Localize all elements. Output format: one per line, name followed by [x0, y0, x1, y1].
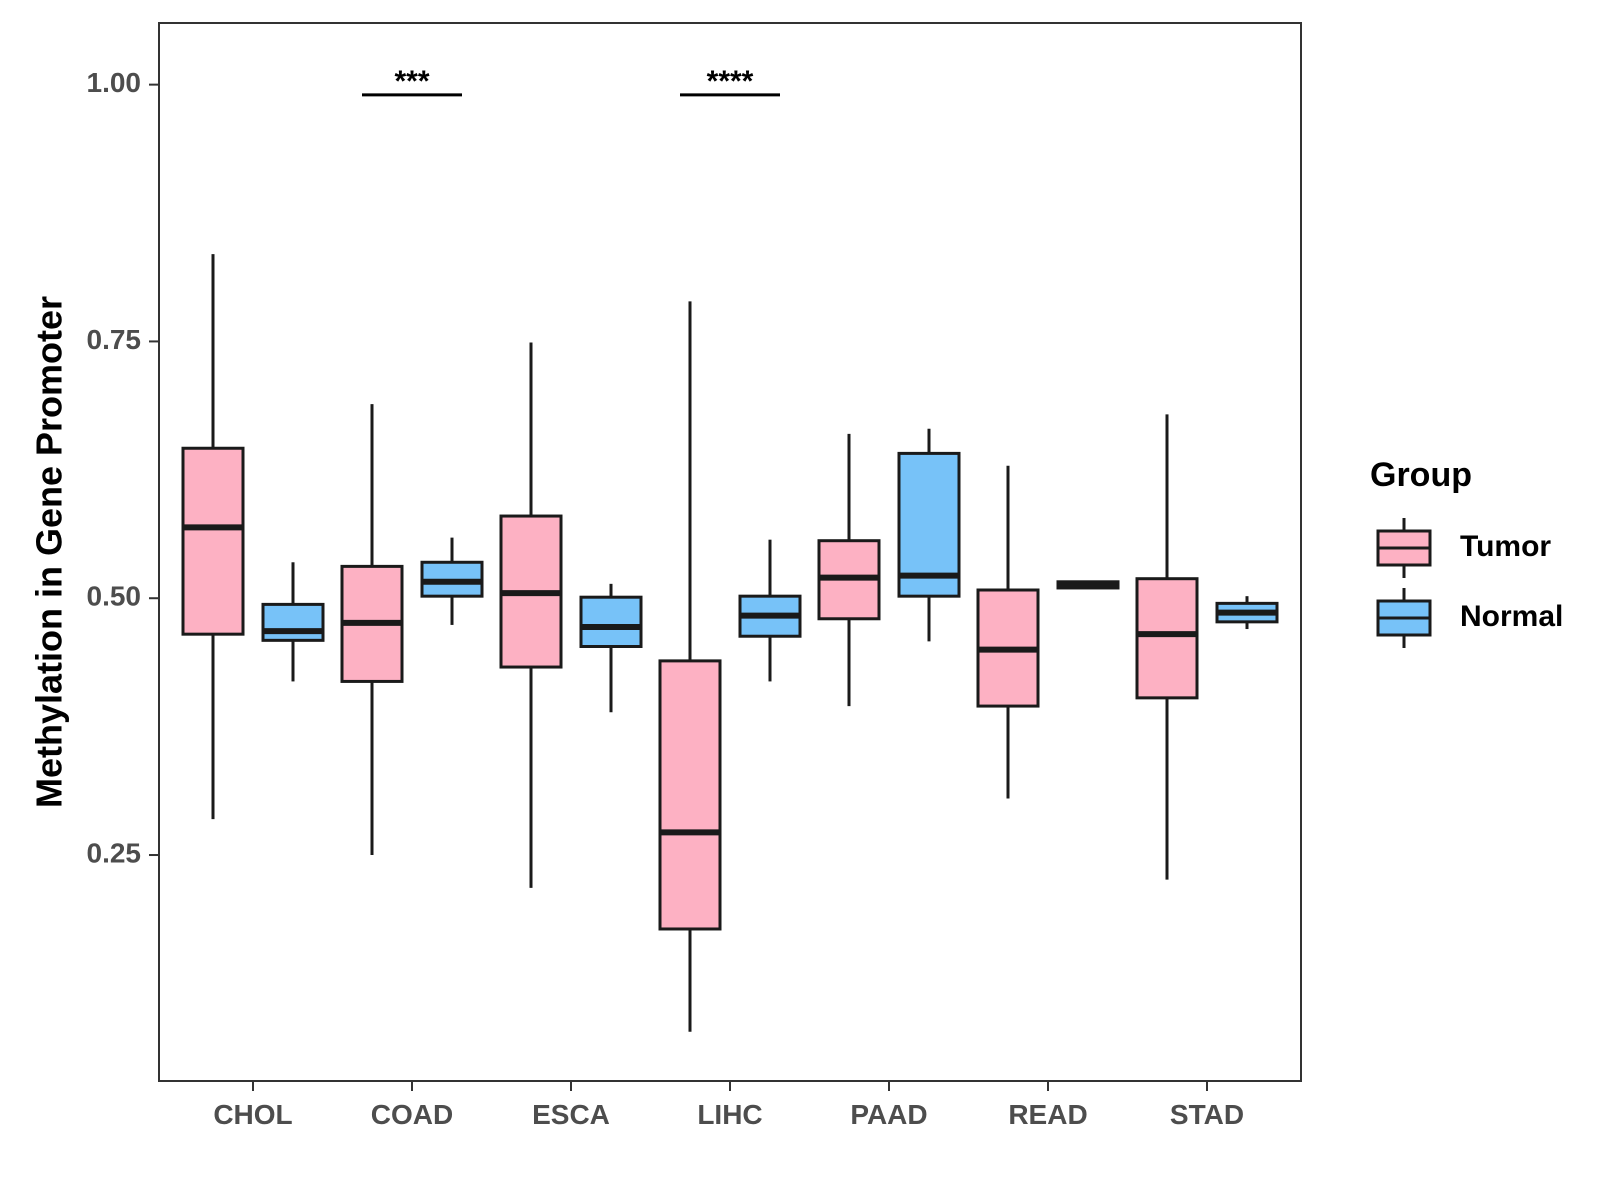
x-axis: CHOL COAD ESCA LIHC PAAD READ STAD — [213, 1081, 1244, 1130]
x-tick-label-paad: PAAD — [850, 1099, 927, 1130]
y-tick-label: 1.00 — [87, 67, 142, 98]
x-tick-label-lihc: LIHC — [697, 1099, 762, 1130]
significance-label: **** — [707, 65, 754, 98]
box-tumor-paad — [817, 433, 881, 707]
legend-item-tumor: Tumor — [1376, 518, 1551, 578]
iqr-box — [261, 602, 325, 642]
x-tick-label-chol: CHOL — [213, 1099, 292, 1130]
legend-item-normal: Normal — [1376, 588, 1563, 648]
x-tick-label-read: READ — [1008, 1099, 1087, 1130]
box-normal-esca — [579, 583, 643, 713]
significance-label: *** — [394, 65, 429, 98]
y-axis: 0.25 0.50 0.75 1.00 — [87, 67, 159, 868]
x-tick-label-coad: COAD — [371, 1099, 453, 1130]
iqr-box — [658, 659, 722, 931]
box-normal-stad — [1215, 596, 1279, 630]
legend-title: Group — [1370, 456, 1472, 494]
iqr-box — [897, 451, 961, 598]
x-tick-label-stad: STAD — [1170, 1099, 1244, 1130]
box-normal-chol — [261, 562, 325, 682]
significance-annotations: *** **** — [362, 65, 780, 98]
box-tumor-read — [976, 465, 1040, 799]
legend-label: Tumor — [1460, 530, 1551, 563]
box-tumor-esca — [499, 342, 563, 888]
y-tick-label: 0.75 — [87, 324, 142, 355]
y-axis-label: Methylation in Gene Promoter — [29, 296, 70, 808]
y-tick-label: 0.50 — [87, 581, 142, 612]
iqr-box — [1135, 577, 1199, 700]
legend-label: Normal — [1460, 600, 1563, 633]
box-normal-coad — [420, 537, 484, 625]
box-normal-read — [1056, 580, 1120, 590]
boxes-layer — [181, 254, 1279, 1032]
iqr-box — [579, 595, 643, 649]
iqr-box — [181, 446, 245, 636]
box-tumor-coad — [340, 404, 404, 856]
y-tick-label: 0.25 — [87, 837, 142, 868]
legend: Group Tumor Normal — [1370, 456, 1563, 648]
box-tumor-lihc — [658, 301, 722, 1032]
box-tumor-stad — [1135, 414, 1199, 880]
x-tick-label-esca: ESCA — [532, 1099, 610, 1130]
box-normal-paad — [897, 428, 961, 642]
plot-panel-border — [158, 22, 1302, 1082]
box-tumor-chol — [181, 254, 245, 820]
box-normal-lihc — [738, 539, 802, 682]
